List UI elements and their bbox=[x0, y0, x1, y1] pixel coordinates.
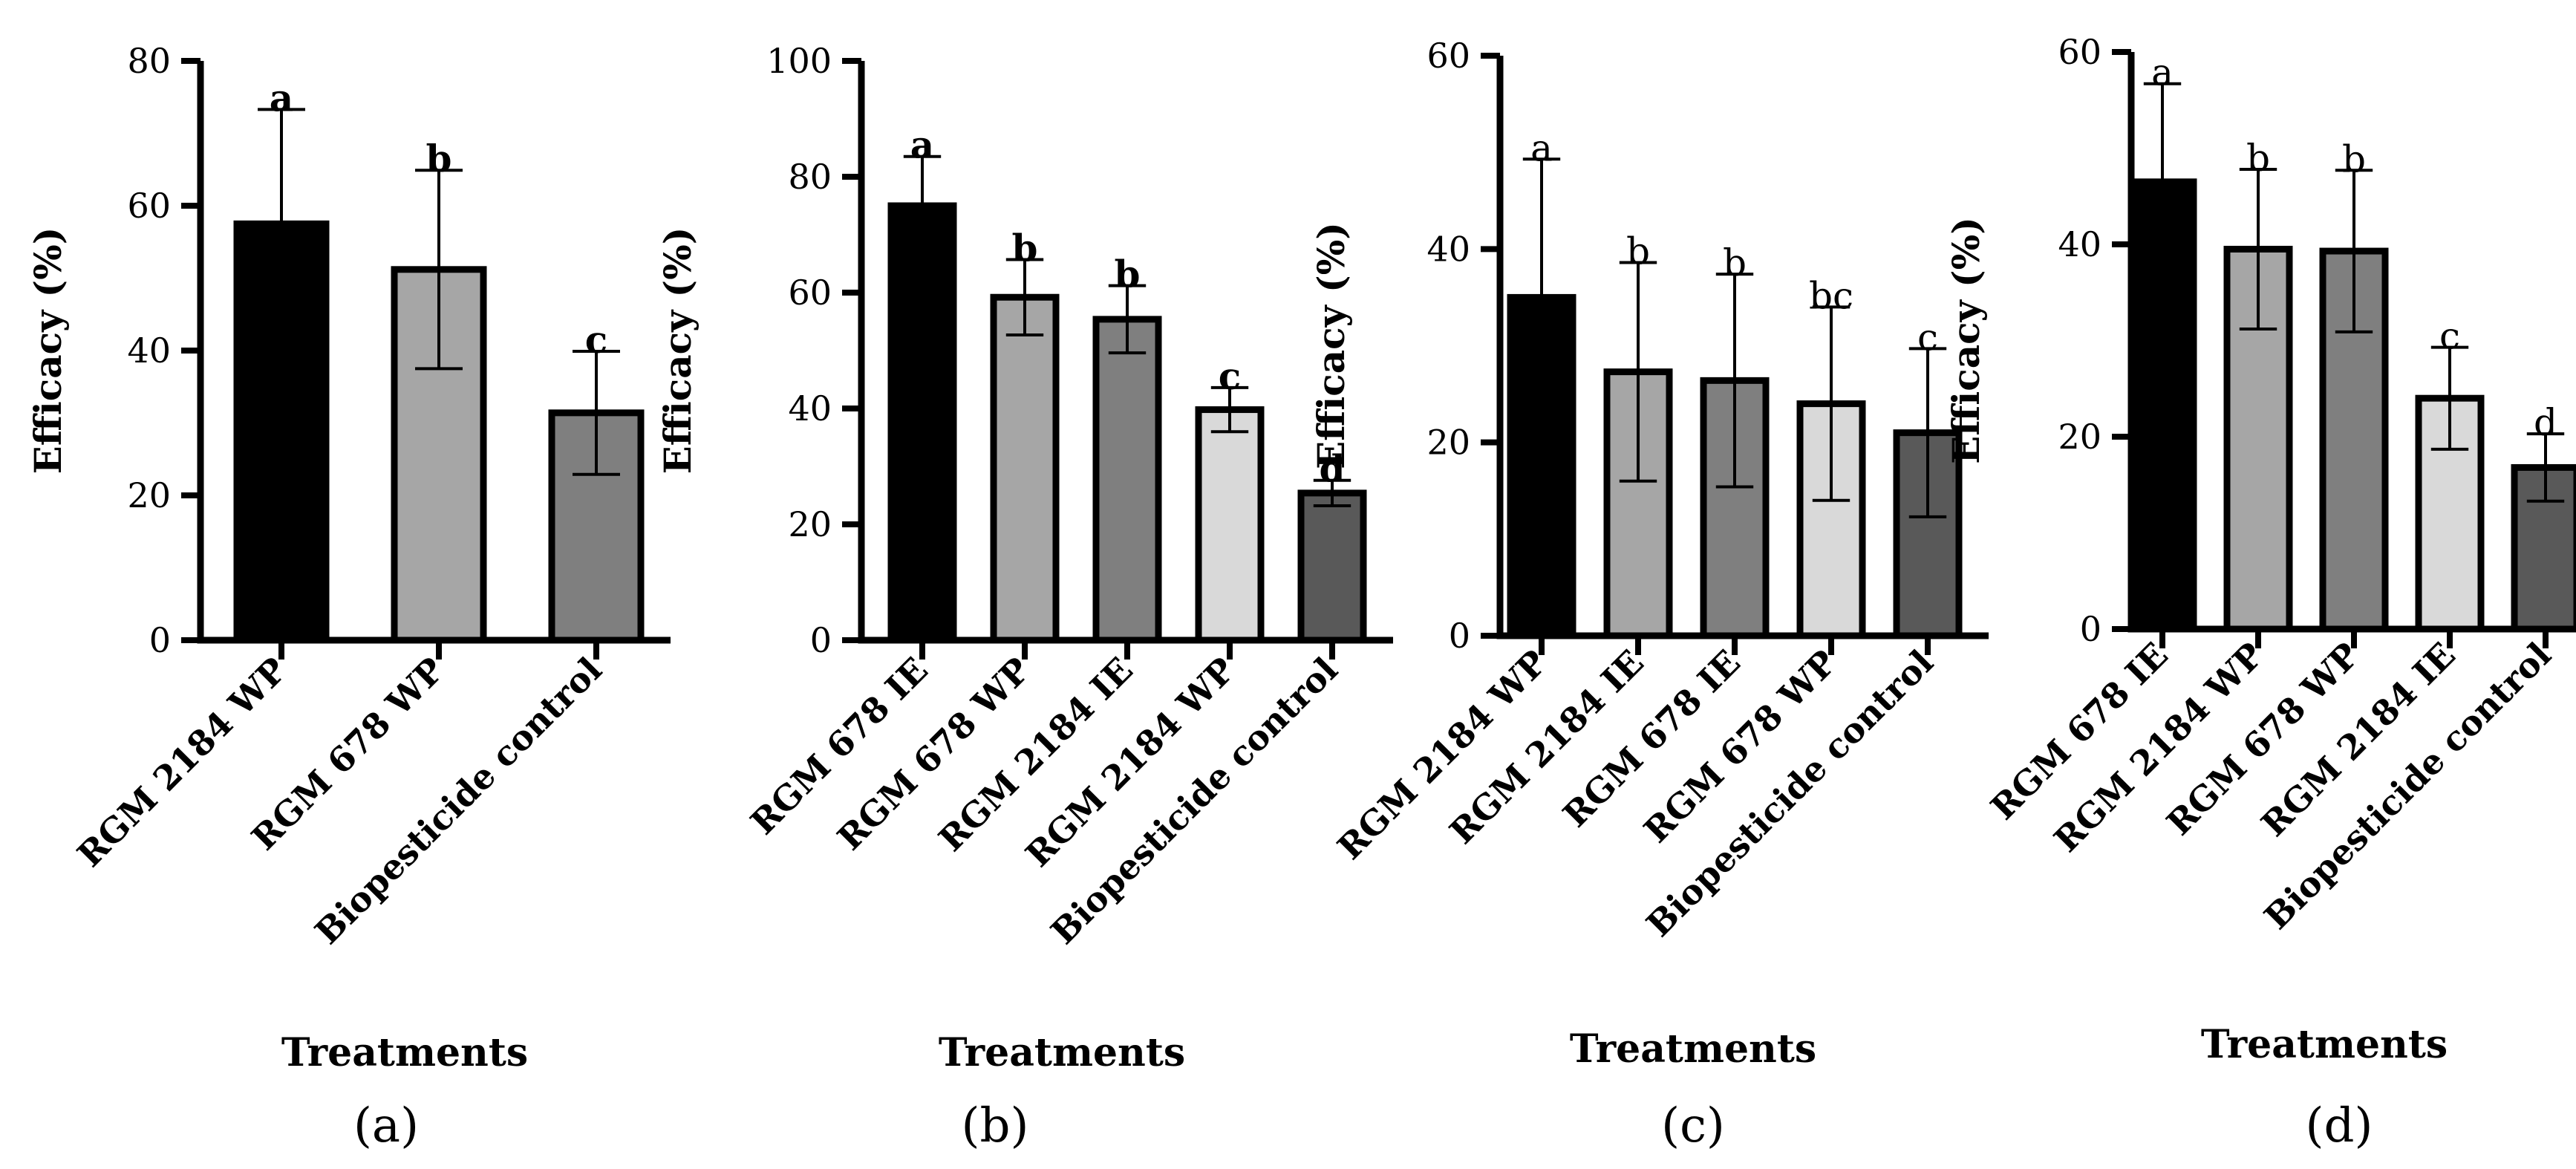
significance-letter: c bbox=[585, 318, 607, 362]
significance-letter: a bbox=[910, 123, 934, 167]
x-axis-label: Treatments bbox=[939, 1030, 1185, 1075]
significance-letter: c bbox=[2439, 315, 2460, 358]
y-tick-label: 40 bbox=[1426, 229, 1470, 269]
y-tick-label: 20 bbox=[788, 504, 832, 544]
y-tick-label: 40 bbox=[788, 388, 832, 429]
significance-letter: b bbox=[1626, 230, 1650, 273]
bar bbox=[1297, 489, 1367, 644]
y-tick-label: 60 bbox=[788, 273, 832, 313]
bar bbox=[1092, 316, 1162, 644]
significance-letter: b bbox=[2342, 137, 2366, 180]
y-tick-label: 100 bbox=[766, 41, 832, 81]
significance-letter: b bbox=[1012, 227, 1038, 270]
significance-letter: b bbox=[1115, 253, 1141, 296]
category-label: Biopesticide control bbox=[307, 650, 610, 952]
y-tick-label: 0 bbox=[2080, 609, 2101, 649]
significance-letter: b bbox=[2246, 137, 2270, 180]
category-label: RGM 678 IE bbox=[743, 650, 936, 843]
y-axis-label: Efficacy (%) bbox=[656, 227, 700, 475]
panel-label: (a) bbox=[353, 1098, 419, 1153]
y-axis-label: Efficacy (%) bbox=[1309, 222, 1353, 469]
y-tick-label: 60 bbox=[1426, 36, 1470, 76]
x-axis-label: Treatments bbox=[1570, 1026, 1816, 1072]
significance-letter: c bbox=[1917, 316, 1938, 359]
significance-letter: b bbox=[1723, 241, 1747, 284]
y-tick-label: 80 bbox=[788, 157, 832, 197]
panel-label: (c) bbox=[1661, 1098, 1725, 1153]
y-tick-label: 60 bbox=[2058, 32, 2101, 72]
y-tick-label: 80 bbox=[127, 41, 171, 81]
significance-letter: a bbox=[1530, 126, 1553, 169]
y-tick-label: 20 bbox=[127, 475, 171, 515]
panel-label: (d) bbox=[2306, 1098, 2373, 1153]
significance-letter: c bbox=[1219, 354, 1241, 398]
y-tick-label: 20 bbox=[1426, 423, 1470, 463]
bar bbox=[990, 293, 1060, 644]
significance-letter: bc bbox=[1809, 274, 1853, 317]
significance-letter: d bbox=[2534, 401, 2557, 444]
y-axis-label: Efficacy (%) bbox=[1944, 217, 1988, 464]
x-axis-label: Treatments bbox=[2201, 1022, 2448, 1067]
y-axis-label: Efficacy (%) bbox=[26, 227, 70, 475]
y-tick-label: 0 bbox=[149, 620, 171, 660]
significance-letter: a bbox=[2151, 51, 2174, 94]
bar bbox=[887, 202, 957, 644]
y-tick-label: 0 bbox=[810, 620, 832, 660]
y-tick-label: 60 bbox=[127, 186, 171, 226]
category-label: RGM 678 WP bbox=[829, 650, 1038, 859]
significance-letter: d bbox=[1320, 447, 1346, 491]
bar bbox=[1700, 377, 1770, 639]
panel-label: (b) bbox=[962, 1098, 1029, 1153]
bar bbox=[1195, 406, 1265, 644]
y-tick-label: 20 bbox=[2058, 417, 2101, 457]
y-tick-label: 40 bbox=[2058, 224, 2101, 264]
significance-letter: b bbox=[426, 137, 452, 180]
significance-letter: a bbox=[270, 76, 293, 120]
y-tick-label: 40 bbox=[127, 330, 171, 371]
x-axis-label: Treatments bbox=[281, 1030, 528, 1075]
y-tick-label: 0 bbox=[1449, 616, 1470, 656]
